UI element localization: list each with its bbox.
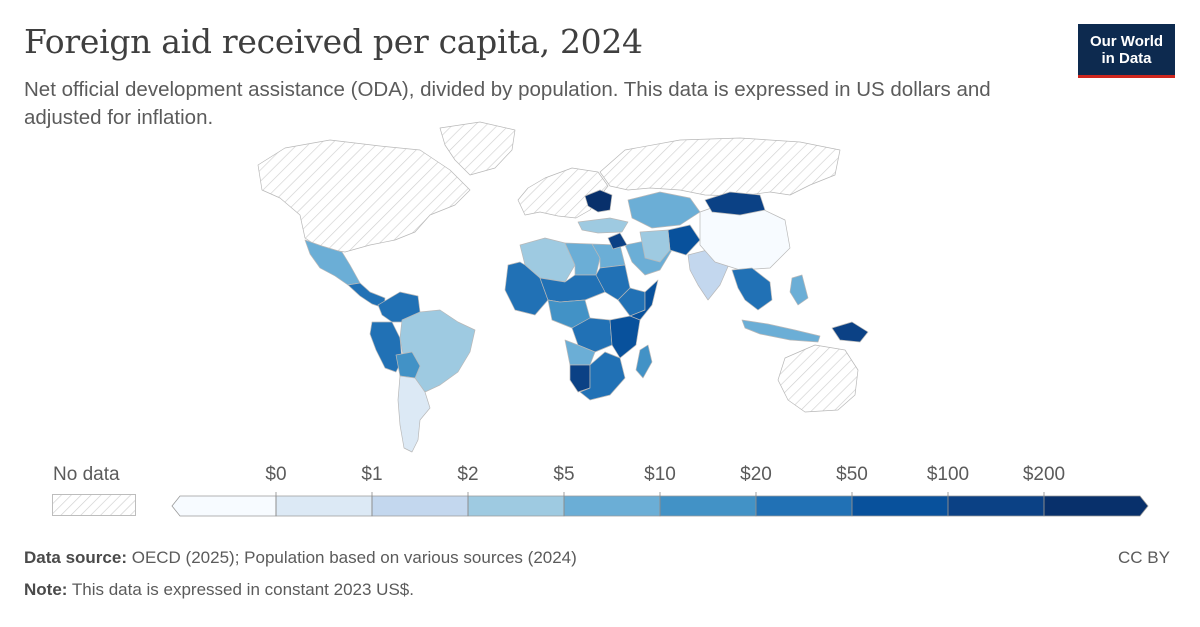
region-southern-africa[interactable] xyxy=(579,351,626,401)
logo-line-1: Our World xyxy=(1089,32,1164,50)
legend-tick-label: $1 xyxy=(361,464,383,485)
legend-bin-9[interactable] xyxy=(1043,495,1149,517)
source-text[interactable]: OECD (2025); Population based on various… xyxy=(131,548,577,567)
region-ukraine[interactable] xyxy=(584,189,613,213)
legend-no-data-label: No data xyxy=(53,464,120,485)
region-syria[interactable] xyxy=(607,232,628,250)
region-north-america[interactable] xyxy=(257,139,471,253)
legend-no-data-swatch xyxy=(52,494,136,516)
region-east-africa[interactable] xyxy=(609,315,641,359)
legend-bin-3[interactable] xyxy=(467,495,565,517)
legend-tick-label: $100 xyxy=(926,464,970,485)
chart-title: Foreign aid received per capita, 2024 xyxy=(24,22,643,61)
legend-bin-2[interactable] xyxy=(371,495,469,517)
region-angola[interactable] xyxy=(564,339,596,366)
region-southeast-asia[interactable] xyxy=(731,267,773,311)
region-china[interactable] xyxy=(699,204,791,271)
legend-bin-1[interactable] xyxy=(275,495,373,517)
region-europe[interactable] xyxy=(517,167,609,219)
region-turkey[interactable] xyxy=(577,217,629,234)
legend-bin-6[interactable] xyxy=(755,495,853,517)
note-label: Note: xyxy=(24,580,68,599)
legend-tick-label: $20 xyxy=(740,464,772,485)
region-mongolia[interactable] xyxy=(704,191,766,216)
source-line: Data source: OECD (2025); Population bas… xyxy=(24,548,577,568)
legend-tick-label: $10 xyxy=(644,464,676,485)
legend-tick-label: $2 xyxy=(457,464,479,485)
source-label: Data source: xyxy=(24,548,127,567)
legend-bin-5[interactable] xyxy=(659,495,757,517)
legend-bin-0[interactable] xyxy=(171,495,277,517)
region-namibia[interactable] xyxy=(569,364,591,393)
region-papua-new-guinea[interactable] xyxy=(831,321,869,343)
region-argentina[interactable] xyxy=(397,375,431,453)
legend-bin-7[interactable] xyxy=(851,495,949,517)
note-line: Note: This data is expressed in constant… xyxy=(24,580,414,600)
legend-tick-label: $200 xyxy=(1022,464,1066,485)
chart-subtitle: Net official development assistance (ODA… xyxy=(24,78,991,129)
region-afghanistan[interactable] xyxy=(667,224,701,256)
legend-bin-8[interactable] xyxy=(947,495,1045,517)
owid-logo[interactable]: Our World in Data xyxy=(1078,24,1175,78)
legend-tick-label: $50 xyxy=(836,464,868,485)
region-greenland[interactable] xyxy=(439,121,516,176)
legend-bin-4[interactable] xyxy=(563,495,661,517)
region-indonesia[interactable] xyxy=(741,319,821,343)
legend-tick-label: $5 xyxy=(553,464,575,485)
region-central-asia[interactable] xyxy=(627,191,701,229)
region-peru[interactable] xyxy=(369,321,403,373)
region-iran[interactable] xyxy=(639,229,671,263)
logo-line-2: in Data xyxy=(1101,49,1152,67)
license-link[interactable]: CC BY xyxy=(1118,548,1170,567)
region-russia[interactable] xyxy=(599,137,841,197)
region-philippines[interactable] xyxy=(789,274,809,306)
note-text: This data is expressed in constant 2023 … xyxy=(71,580,414,599)
region-madagascar[interactable] xyxy=(635,344,653,379)
region-australia[interactable] xyxy=(777,344,859,413)
legend-tick-label: $0 xyxy=(265,464,287,485)
region-bolivia[interactable] xyxy=(395,351,421,379)
